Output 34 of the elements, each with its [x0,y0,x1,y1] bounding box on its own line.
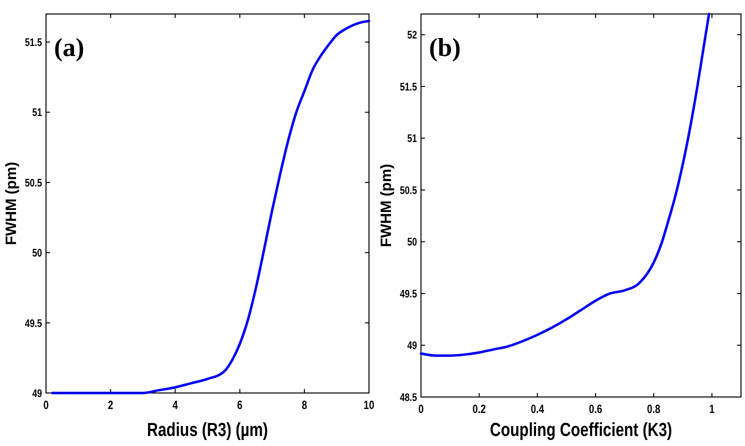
x-tick-label: 8 [302,399,308,412]
y-tick-label: 50.5 [400,185,418,198]
y-axis-title: FWHM (pm) [378,164,395,248]
line-series [420,12,710,357]
x-tick-label: 4 [172,399,178,412]
x-tick-label: 10 [364,399,374,412]
x-tick-label: 0.6 [588,403,602,416]
x-tick-label: 0.8 [647,403,660,416]
annotation: (b) [429,33,461,62]
y-tick-label: 51 [407,133,418,146]
y-tick-label: 49 [32,388,42,400]
x-tick-label: 2 [108,399,114,412]
y-tick-label: 49 [407,340,418,353]
y-tick-label: 50 [407,236,418,250]
y-tick-label: 51.5 [400,82,418,94]
x-axis-title: Coupling Coefficient (K3) [490,418,672,440]
x-tick-label: 6 [237,399,242,412]
x-tick-label: 0 [43,399,49,412]
y-tick-label: 49.5 [24,318,42,330]
y-tick-label: 50 [32,248,42,260]
x-tick-label: 0.4 [530,403,544,416]
y-tick-label: 51 [32,107,42,120]
y-tick-label: 50.5 [24,178,42,190]
y-tick-label: 52 [407,30,418,42]
annotation: (a) [54,33,84,62]
y-tick-label: 48.5 [400,392,418,404]
x-tick-label: 0.2 [472,403,486,416]
y-axis-title: FWHM (pm) [3,162,20,246]
x-tick-label: 0 [418,403,424,416]
y-tick-label: 49.5 [400,288,418,301]
y-tick-label: 51.5 [24,37,42,50]
line-series [51,20,370,394]
x-tick-label: 1 [709,403,715,416]
x-axis-title: Radius (R3) (µm) [147,418,268,440]
